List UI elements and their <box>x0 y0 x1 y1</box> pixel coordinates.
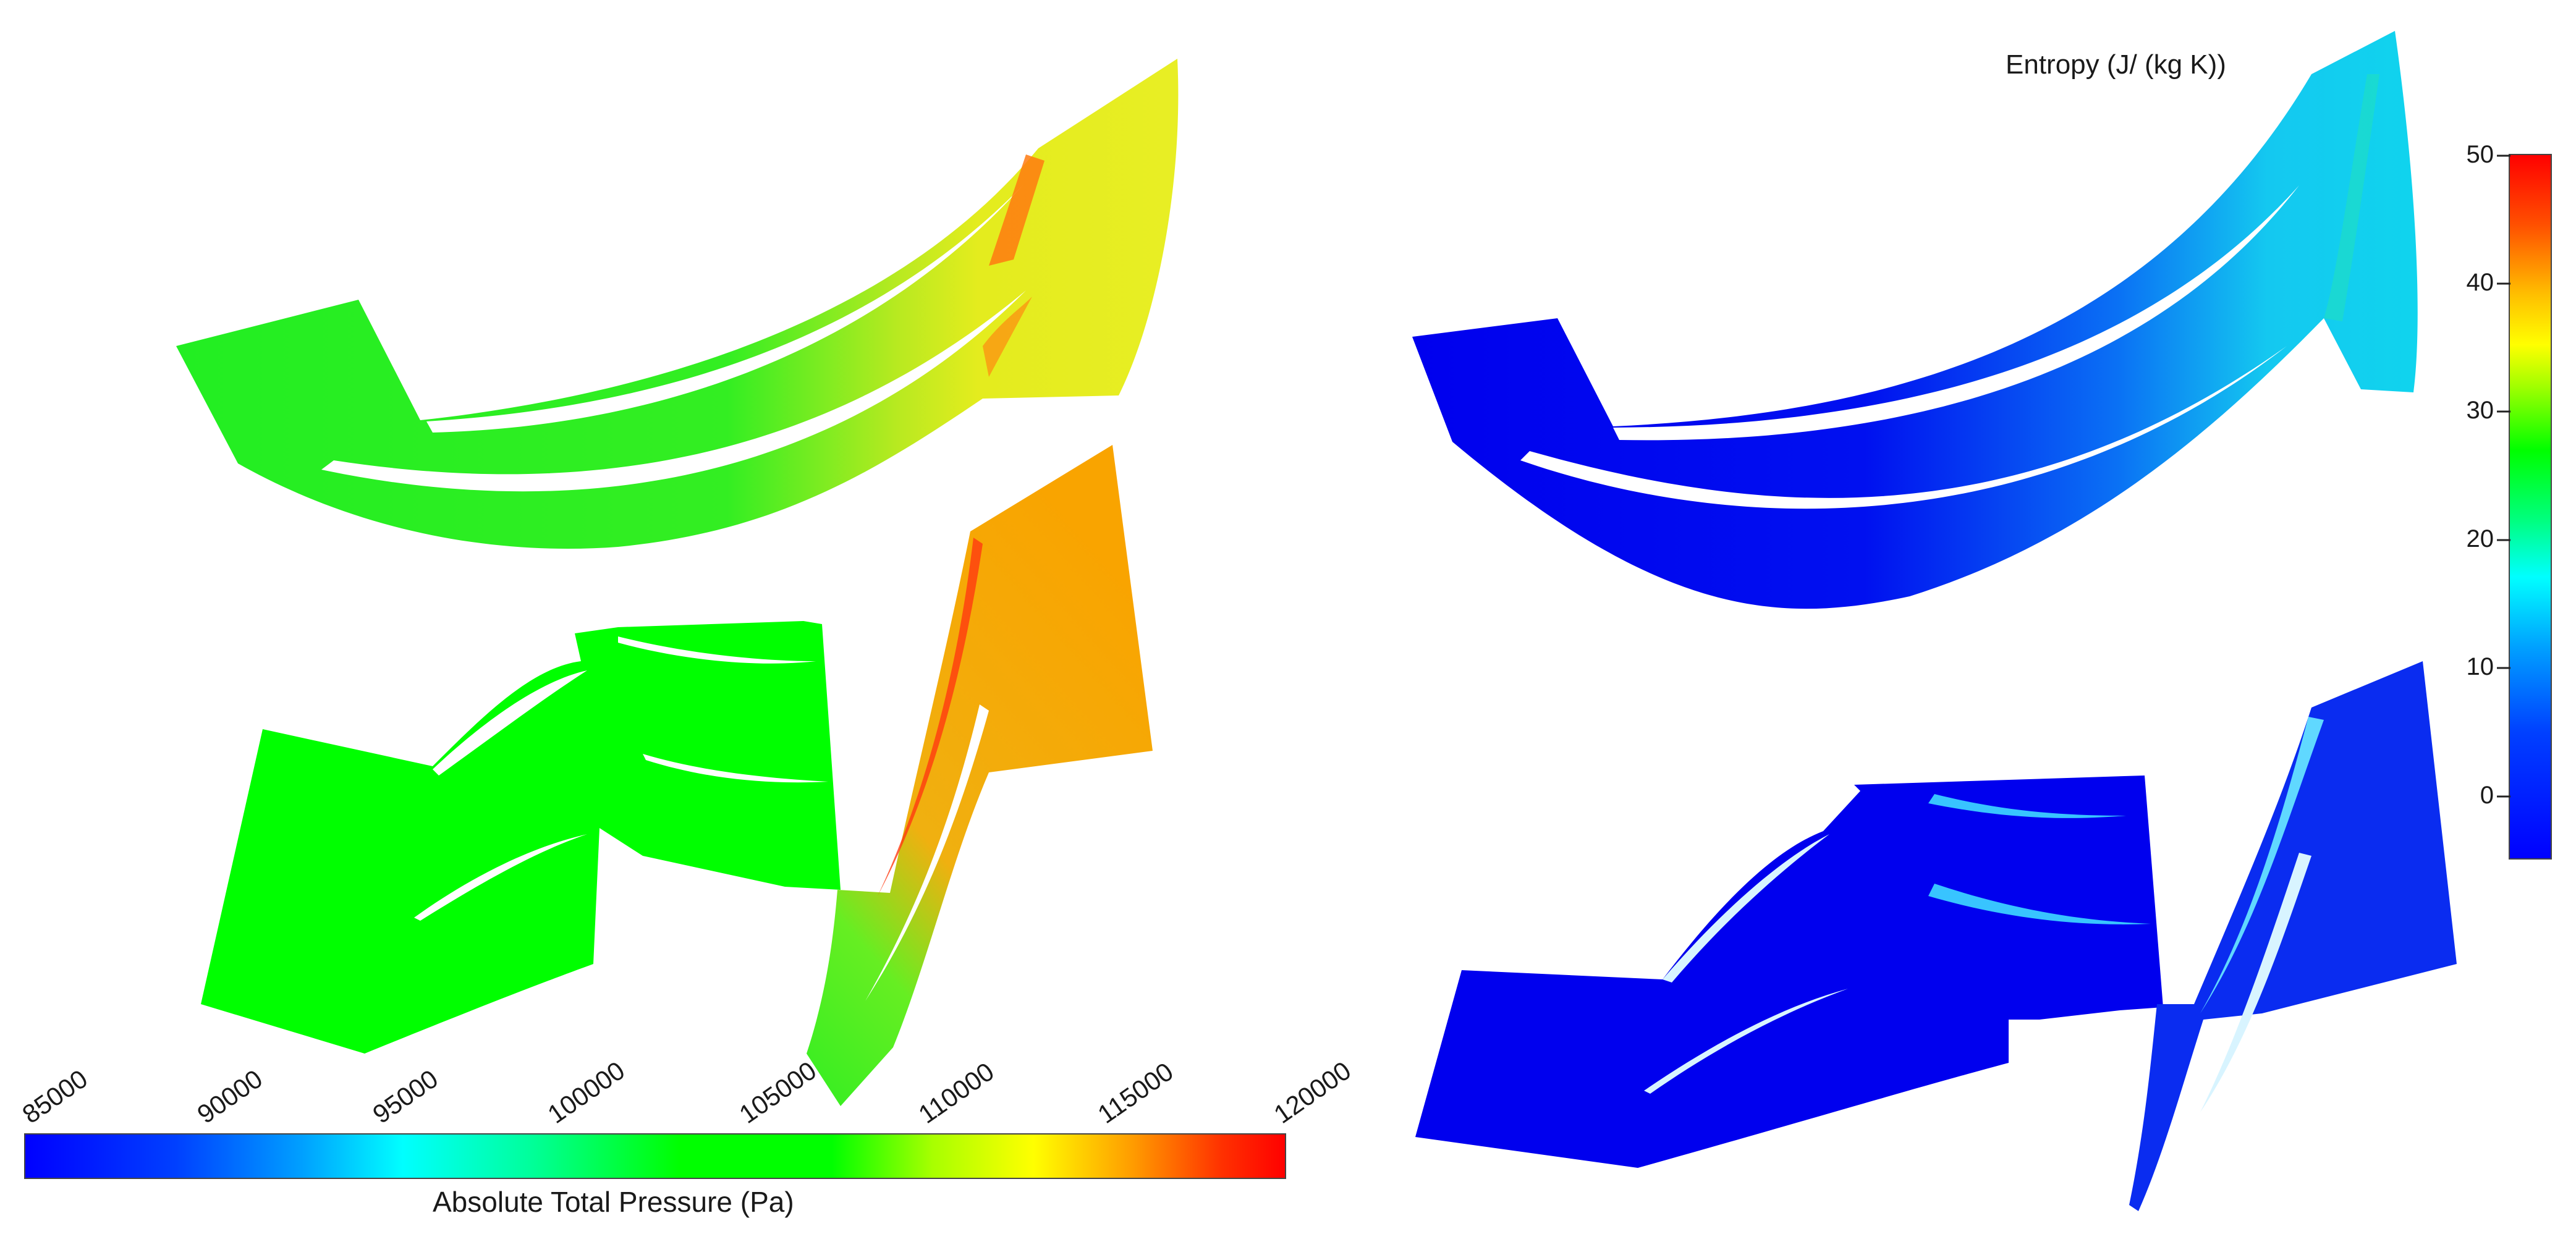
entropy-upper-passage <box>1412 31 2418 609</box>
entropy-colorbar <box>2509 154 2552 860</box>
entropy-tick: 40 <box>2466 269 2494 296</box>
entropy-tick: 10 <box>2466 653 2494 680</box>
entropy-last-row <box>2129 661 2457 1211</box>
pressure-lower-passages <box>201 621 841 1054</box>
entropy-tick: 30 <box>2466 397 2494 424</box>
entropy-tick: 0 <box>2480 782 2494 809</box>
entropy-tick: 20 <box>2466 525 2494 552</box>
pressure-upper-passage <box>176 59 1179 549</box>
pressure-last-row <box>807 445 1153 1106</box>
entropy-lower-passages <box>1415 775 2163 1168</box>
pressure-colorbar-title: Absolute Total Pressure (Pa) <box>433 1186 794 1218</box>
entropy-colorbar-title: Entropy (J/ (kg K)) <box>2006 49 2226 80</box>
entropy-tick: 50 <box>2466 141 2494 168</box>
entropy-colorbar-tickmarks <box>2497 154 2510 798</box>
pressure-colorbar <box>24 1133 1286 1179</box>
